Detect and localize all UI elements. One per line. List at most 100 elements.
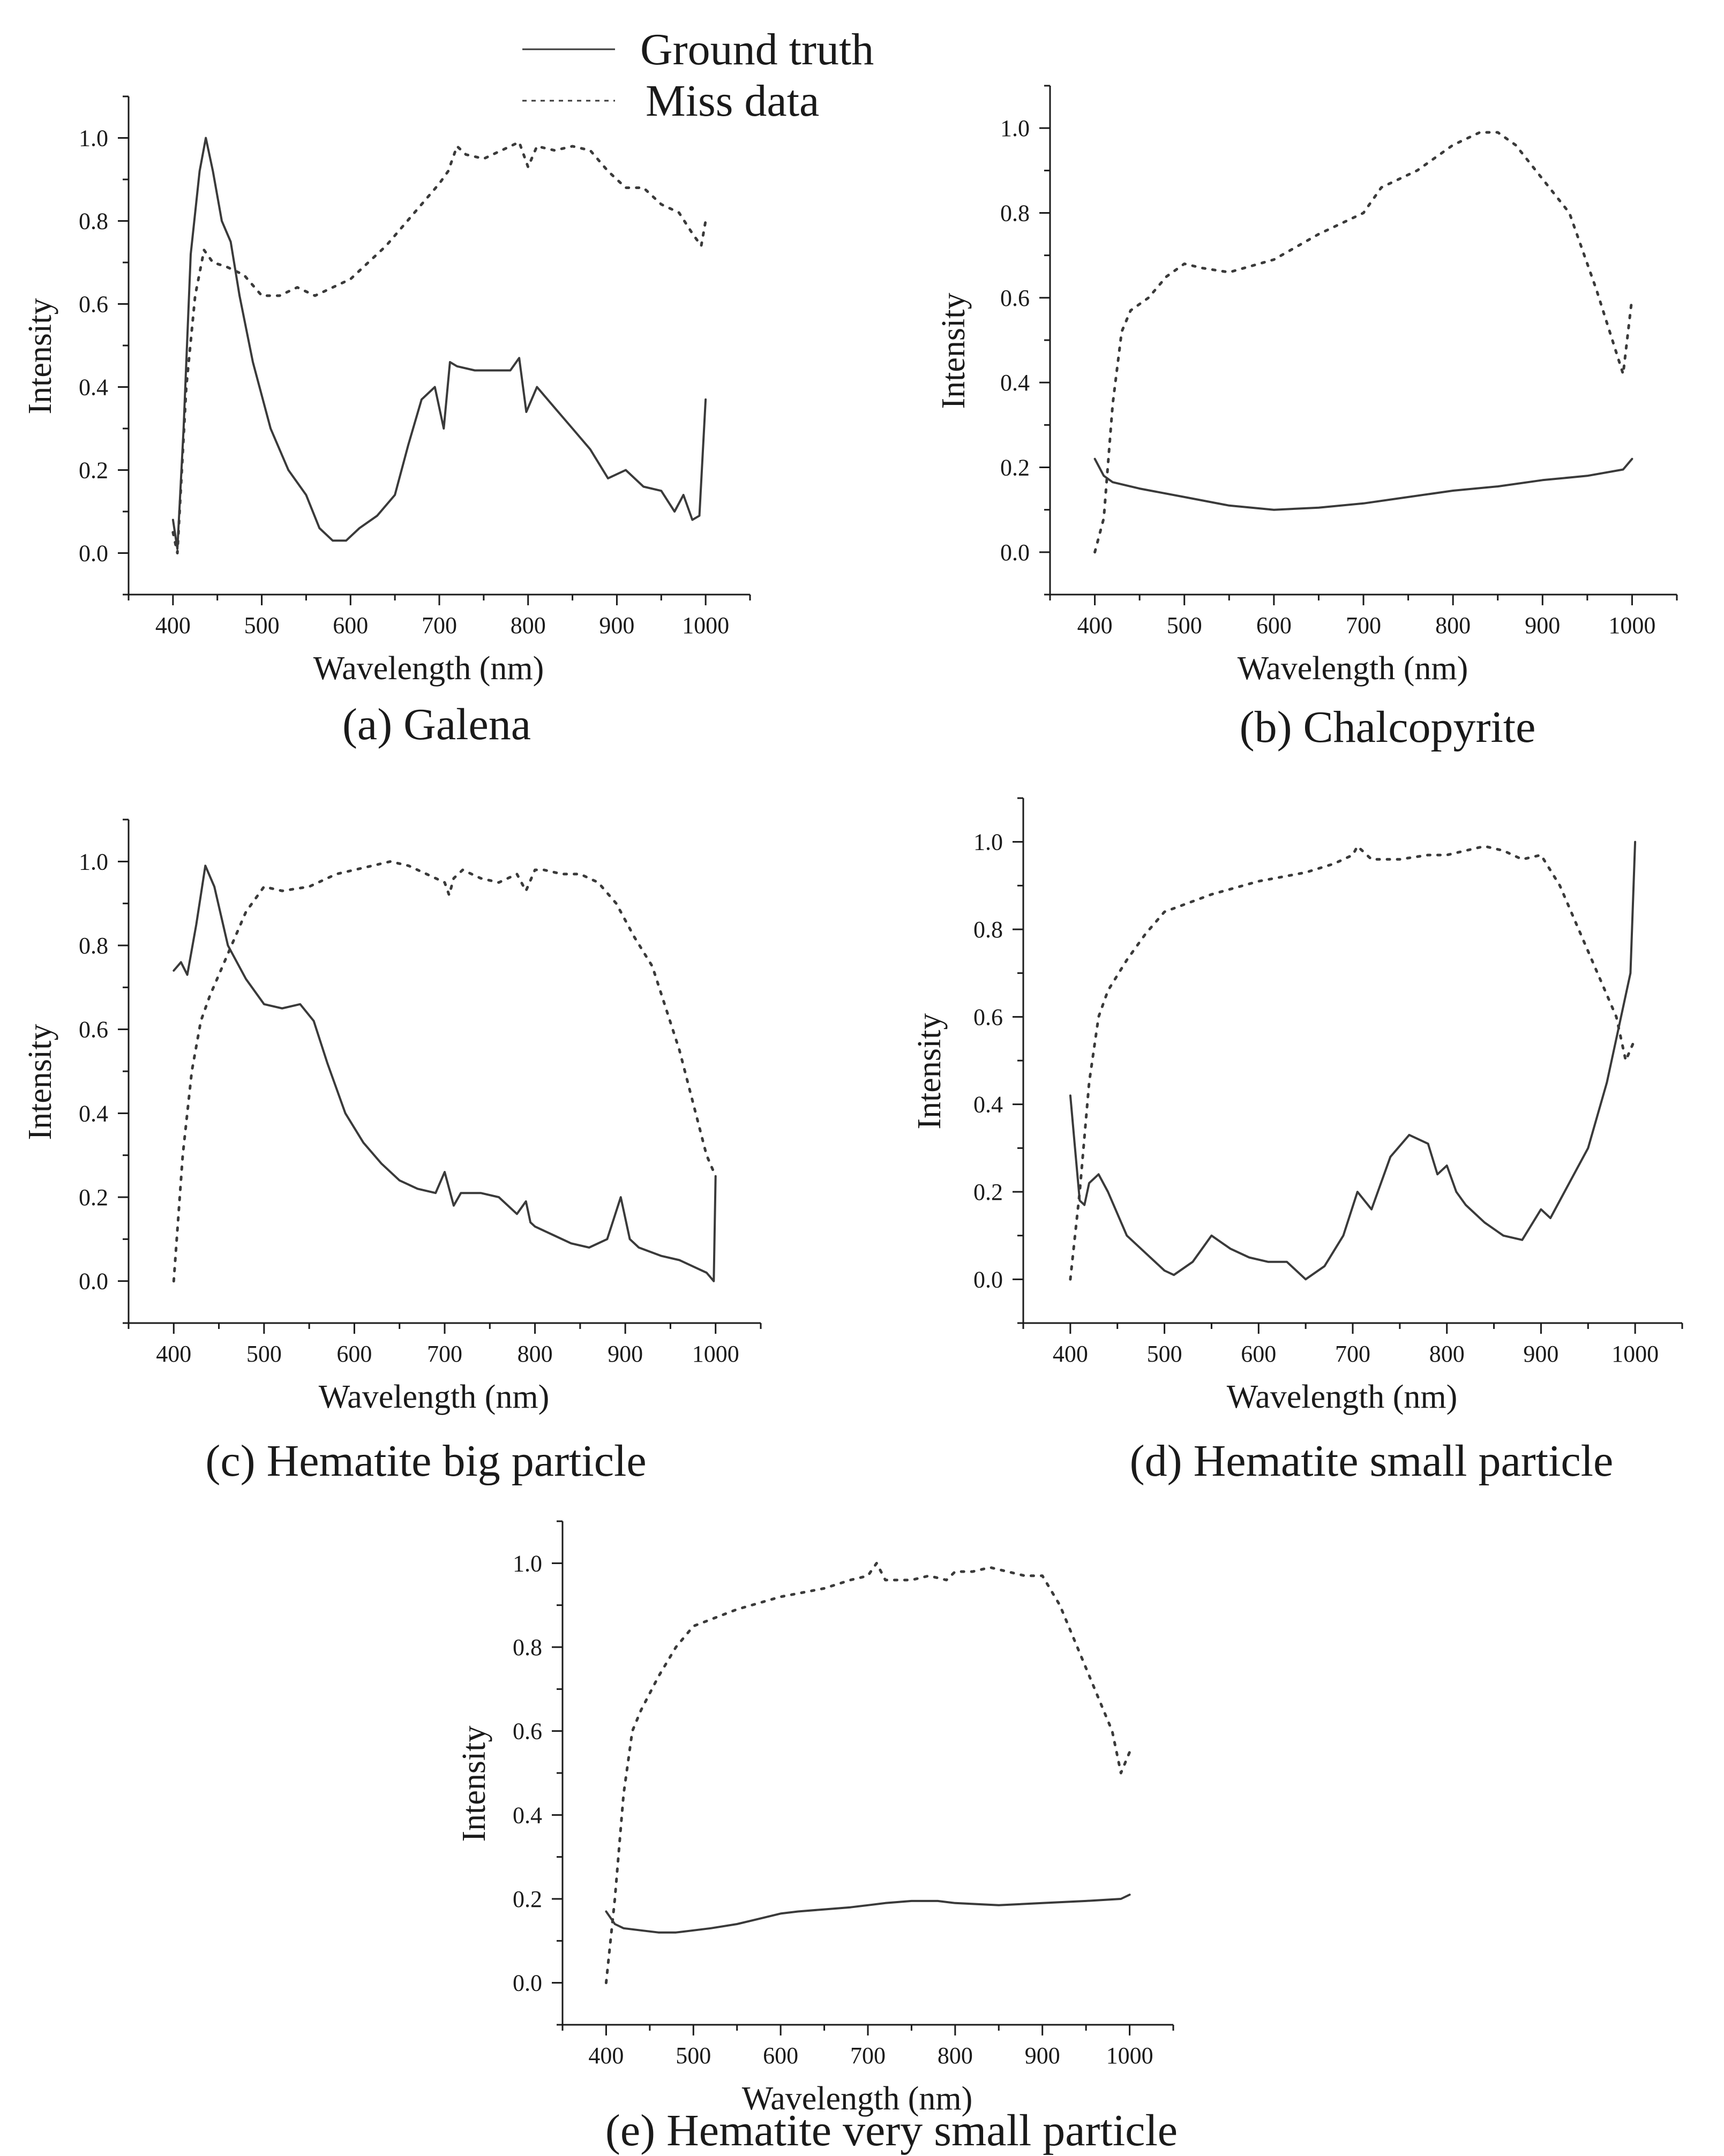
y-tick-label: 0.8 [1000, 200, 1030, 227]
y-tick-label: 0.2 [973, 1179, 1003, 1205]
x-tick-label: 1000 [1106, 2042, 1153, 2069]
y-tick-label: 1.0 [1000, 115, 1030, 141]
series-line-miss-data [604, 1561, 1131, 1985]
x-tick-label: 800 [511, 612, 546, 638]
x-tick-label: 600 [336, 1341, 372, 1367]
y-tick-label: 0.6 [1000, 285, 1030, 311]
y-tick-label: 0.8 [513, 1634, 542, 1661]
x-tick-label: 500 [244, 612, 280, 638]
x-tick-label: 600 [1241, 1341, 1276, 1367]
x-tick-label: 900 [1525, 612, 1560, 638]
chart-panel-d: 400 500 600 700 800 900 1000 0.0 0.2 0.4 0.6 0.8 1.0… [911, 797, 1683, 1486]
x-tick-label: 500 [1167, 612, 1202, 638]
chart-panel-e: 400 500 600 700 800 900 1000 0.0 0.2 0.4 0.6 0.8 1.0… [456, 1520, 1178, 2155]
x-axis-label: Wavelength (nm) [319, 1379, 550, 1415]
x-axis-label: Wavelength (nm) [1227, 1379, 1458, 1415]
y-tick-label: 0.8 [79, 933, 108, 959]
chart-caption: (b) Chalcopyrite [1240, 702, 1536, 752]
x-axis-label: Wavelength (nm) [313, 650, 544, 687]
x-tick-label: 600 [333, 612, 368, 638]
y-tick-label: 0.4 [79, 374, 108, 401]
y-tick-label: 0.6 [79, 291, 108, 318]
series-line-miss-data [1093, 131, 1633, 554]
y-axis-label: Intensity [22, 1024, 58, 1140]
x-tick-label: 500 [676, 2042, 711, 2069]
y-tick-label: 0.6 [79, 1017, 108, 1043]
chart-panels: 400 500 600 700 800 900 1000 0.0 0.2 0.4 0.6 0.8 1.0… [22, 85, 1683, 2155]
x-tick-label: 800 [1429, 1341, 1465, 1367]
y-tick-label: 0.4 [973, 1092, 1003, 1118]
chart-panel-c: 400 500 600 700 800 900 1000 0.0 0.2 0.4 0.6 0.8 1.0… [22, 818, 762, 1486]
x-tick-label: 400 [1077, 612, 1113, 638]
x-tick-label: 700 [422, 612, 457, 638]
chart-caption: (c) Hematite big particle [205, 1436, 646, 1486]
chart-panel-b: 400 500 600 700 800 900 1000 0.0 0.2 0.4 0.6 0.8 1.0… [935, 85, 1678, 752]
y-tick-label: 0.6 [513, 1718, 542, 1745]
y-tick-label: 0.8 [973, 917, 1003, 943]
y-tick-label: 0.0 [513, 1970, 542, 1996]
legend-label-dotted: Miss data [646, 76, 819, 126]
y-axis-label: Intensity [456, 1726, 492, 1842]
y-axis-label: Intensity [22, 298, 58, 415]
y-tick-label: 0.0 [1000, 539, 1030, 566]
chart-caption: (d) Hematite small particle [1130, 1436, 1614, 1486]
x-tick-label: 900 [1025, 2042, 1060, 2069]
y-tick-label: 0.2 [513, 1886, 542, 1912]
y-axis-label: Intensity [911, 1013, 948, 1130]
x-tick-label: 400 [156, 1341, 191, 1367]
x-axis-label: Wavelength (nm) [1238, 650, 1468, 687]
x-tick-label: 700 [1335, 1341, 1370, 1367]
series-line-ground-truth [1069, 840, 1637, 1281]
x-tick-label: 700 [427, 1341, 462, 1367]
x-tick-label: 900 [599, 612, 634, 638]
x-tick-label: 900 [608, 1341, 643, 1367]
y-tick-label: 0.6 [973, 1004, 1003, 1030]
chart-caption: (e) Hematite very small particle [605, 2106, 1178, 2155]
chart-panel-a: 400 500 600 700 800 900 1000 0.0 0.2 0.4 0.6 0.8 1.0… [22, 95, 751, 749]
y-tick-label: 0.2 [1000, 455, 1030, 481]
x-tick-label: 800 [938, 2042, 973, 2069]
x-tick-label: 1000 [692, 1341, 739, 1367]
y-tick-label: 0.0 [973, 1266, 1003, 1293]
y-axis-label: Intensity [935, 293, 972, 409]
x-tick-label: 1000 [682, 612, 729, 638]
x-tick-label: 900 [1523, 1341, 1558, 1367]
y-tick-label: 0.2 [79, 457, 108, 484]
x-tick-label: 700 [1346, 612, 1381, 638]
y-tick-label: 1.0 [79, 125, 108, 152]
x-tick-label: 800 [1435, 612, 1471, 638]
x-tick-label: 1000 [1608, 612, 1655, 638]
y-tick-label: 0.8 [79, 208, 108, 235]
y-tick-label: 0.0 [79, 540, 108, 567]
y-tick-label: 1.0 [79, 848, 108, 875]
y-tick-label: 0.4 [513, 1802, 542, 1828]
series-line-ground-truth [1093, 457, 1633, 511]
series-line-ground-truth [171, 137, 707, 550]
x-tick-label: 1000 [1611, 1341, 1659, 1367]
x-tick-label: 400 [155, 612, 191, 638]
y-tick-label: 0.0 [79, 1268, 108, 1295]
x-tick-label: 500 [246, 1341, 282, 1367]
x-tick-label: 600 [1256, 612, 1292, 638]
y-tick-label: 0.4 [1000, 370, 1030, 396]
x-tick-label: 800 [518, 1341, 553, 1367]
y-tick-label: 1.0 [513, 1550, 542, 1576]
series-line-miss-data [172, 860, 717, 1283]
series-line-ground-truth [605, 1894, 1131, 1934]
y-tick-label: 1.0 [973, 829, 1003, 855]
legend-label-solid: Ground truth [640, 25, 874, 74]
x-tick-label: 500 [1147, 1341, 1182, 1367]
x-tick-label: 400 [1053, 1341, 1088, 1367]
x-tick-label: 400 [588, 2042, 624, 2069]
chart-caption: (a) Galena [342, 700, 531, 749]
x-tick-label: 600 [763, 2042, 798, 2069]
y-tick-label: 0.2 [79, 1184, 108, 1211]
series-line-miss-data [171, 140, 707, 554]
x-axis-label: Wavelength (nm) [742, 2080, 973, 2117]
y-tick-label: 0.4 [79, 1100, 108, 1126]
series-line-miss-data [1069, 845, 1637, 1281]
x-tick-label: 700 [850, 2042, 886, 2069]
series-line-ground-truth [173, 865, 717, 1282]
